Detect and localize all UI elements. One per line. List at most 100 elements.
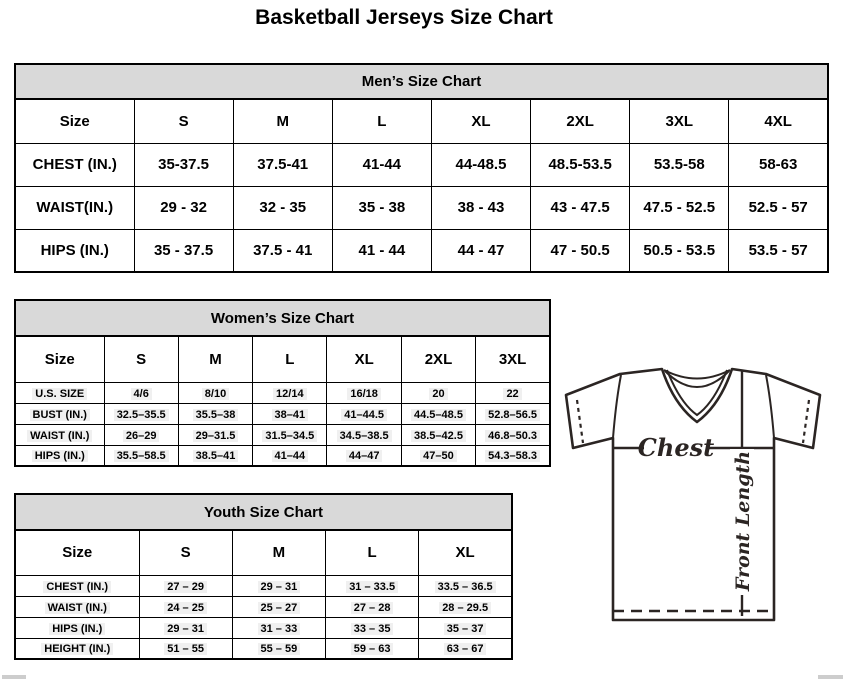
measurement-row: BUST (IN.) 32.5–35.5 35.5–38 38–41 41–44.5 44… <box>14 402 551 425</box>
horizontal-scrollbar-fragment-right[interactable] <box>818 675 843 679</box>
value-cell: 34.5–38.5 <box>326 423 402 446</box>
value-cell: 46.8–50.3 <box>475 423 551 446</box>
value-cell: 29–31.5 <box>177 423 254 446</box>
value-cell: 37.5 - 41 <box>232 228 333 273</box>
row-label: BUST (IN.) <box>14 402 105 425</box>
value-cell: 44-48.5 <box>430 142 532 187</box>
size-column-header: 3XL <box>629 98 730 144</box>
row-label-text: WAIST (IN.) <box>27 429 93 442</box>
collar-back-arc-1 <box>663 369 731 380</box>
value-text: 53.5-58 <box>653 156 705 173</box>
value-text: 48.5-53.5 <box>548 156 612 173</box>
value-cell: 16/18 <box>326 381 402 404</box>
value-cell: 25 – 27 <box>231 595 327 618</box>
value-text: 55 – 59 <box>257 643 301 656</box>
value-cell: 35.5–38 <box>177 402 254 425</box>
value-cell: 44 - 47 <box>430 228 532 273</box>
measurement-row: WAIST (IN.) 24 – 25 25 – 27 27 – 28 28 – 29.… <box>14 595 513 618</box>
row-label-text: WAIST (IN.) <box>44 601 110 614</box>
value-text: 37.5-41 <box>257 156 309 173</box>
row-label-text: HIPS (IN.) <box>31 450 88 463</box>
row-label: HIPS (IN.) <box>14 228 135 273</box>
size-column-header: L <box>252 335 328 383</box>
value-text: 59 – 63 <box>350 643 394 656</box>
value-text: 31 – 33 <box>257 622 301 635</box>
size-column-header: S <box>133 98 234 144</box>
value-cell: 26–29 <box>103 423 179 446</box>
row-label: HIPS (IN.) <box>14 444 105 467</box>
value-cell: 41 - 44 <box>331 228 432 273</box>
value-cell: 4/6 <box>103 381 179 404</box>
row-label-text: WAIST(IN.) <box>36 199 114 216</box>
value-text: 31 – 33.5 <box>346 580 399 593</box>
row-label: HEIGHT (IN.) <box>14 637 140 660</box>
chest-label: Chest <box>638 433 714 462</box>
value-text: 29 – 31 <box>257 580 301 593</box>
measurement-row: WAIST (IN.) 26–29 29–31.5 31.5–34.5 34.5–38.… <box>14 423 551 446</box>
value-cell: 8/10 <box>177 381 254 404</box>
value-cell: 32 - 35 <box>232 185 333 230</box>
horizontal-scrollbar-fragment-left[interactable] <box>2 675 26 679</box>
value-cell: 41–44.5 <box>326 402 402 425</box>
row-label: HIPS (IN.) <box>14 616 140 639</box>
value-text: 16/18 <box>347 387 381 400</box>
front-length-label-mask <box>730 449 754 595</box>
value-text: 38.5–41 <box>192 450 239 463</box>
value-cell: 35-37.5 <box>133 142 234 187</box>
measurement-row: HIPS (IN.) 29 – 31 31 – 33 33 – 35 35 – 37 <box>14 616 513 639</box>
size-header-row: Size S M L XL 2XL 3XL <box>14 335 551 383</box>
value-text: 44 - 47 <box>457 241 505 259</box>
value-text: 32.5–35.5 <box>113 408 169 421</box>
row-label: CHEST (IN.) <box>14 574 140 597</box>
value-cell: 35.5–58.5 <box>103 444 179 467</box>
value-text: 52.5 - 57 <box>748 199 808 216</box>
value-text: 41-44 <box>362 156 402 173</box>
row-label-text: U.S. SIZE <box>32 387 88 400</box>
size-label-cell: Size <box>14 529 140 576</box>
size-column-header: XL <box>418 529 513 576</box>
mens-size-chart-section: Men’s Size Chart Size S M L XL 2XL 3XL 4XL CHEST… <box>14 63 829 273</box>
value-cell: 31 – 33.5 <box>324 574 420 597</box>
value-text: 35 – 37 <box>443 622 487 635</box>
value-cell: 32.5–35.5 <box>103 402 179 425</box>
size-column-header: 2XL <box>400 335 477 383</box>
collar-inner-v <box>666 369 728 417</box>
row-label-text: BUST (IN.) <box>29 408 90 421</box>
value-text: 27 – 29 <box>164 580 207 593</box>
value-text: 27 – 28 <box>350 601 394 614</box>
value-cell: 44–47 <box>326 444 402 467</box>
measurement-row: HEIGHT (IN.) 51 – 55 55 – 59 59 – 63 63 – 67 <box>14 637 513 660</box>
value-text: 32 - 35 <box>259 199 307 216</box>
youth-chart-title: Youth Size Chart <box>14 493 513 531</box>
row-label: U.S. SIZE <box>14 381 105 404</box>
size-column-header: 3XL <box>475 335 551 383</box>
value-text: 41 - 44 <box>358 241 406 259</box>
value-cell: 48.5-53.5 <box>530 142 631 187</box>
value-text: 47–50 <box>420 450 457 463</box>
value-cell: 29 – 31 <box>138 616 233 639</box>
value-text: 22 <box>503 387 522 400</box>
value-text: 47.5 - 52.5 <box>643 199 716 216</box>
jersey-outline <box>564 367 822 622</box>
value-cell: 63 – 67 <box>418 637 513 660</box>
value-text: 29–31.5 <box>192 429 239 442</box>
row-label-text: HEIGHT (IN.) <box>41 643 114 656</box>
value-cell: 55 – 59 <box>231 637 327 660</box>
value-cell: 44.5–48.5 <box>400 402 477 425</box>
value-text: 54.3–58.3 <box>485 450 541 463</box>
right-armhole-seam <box>765 374 775 439</box>
value-cell: 12/14 <box>252 381 328 404</box>
value-cell: 41-44 <box>331 142 432 187</box>
value-cell: 43 - 47.5 <box>530 185 631 230</box>
size-column-header: M <box>232 98 333 144</box>
value-text: 50.5 - 53.5 <box>643 241 716 259</box>
value-text: 47 - 50.5 <box>550 241 610 259</box>
size-column-header: L <box>324 529 420 576</box>
value-cell: 24 – 25 <box>138 595 233 618</box>
womens-size-chart-section: Women’s Size Chart Size S M L XL 2XL 3XL U.S. S… <box>14 299 551 467</box>
jersey-measurement-diagram: Chest Front Length <box>564 367 822 622</box>
value-text: 24 – 25 <box>164 601 207 614</box>
value-text: 44.5–48.5 <box>411 408 466 421</box>
value-text: 35-37.5 <box>158 156 209 173</box>
value-cell: 41–44 <box>252 444 328 467</box>
